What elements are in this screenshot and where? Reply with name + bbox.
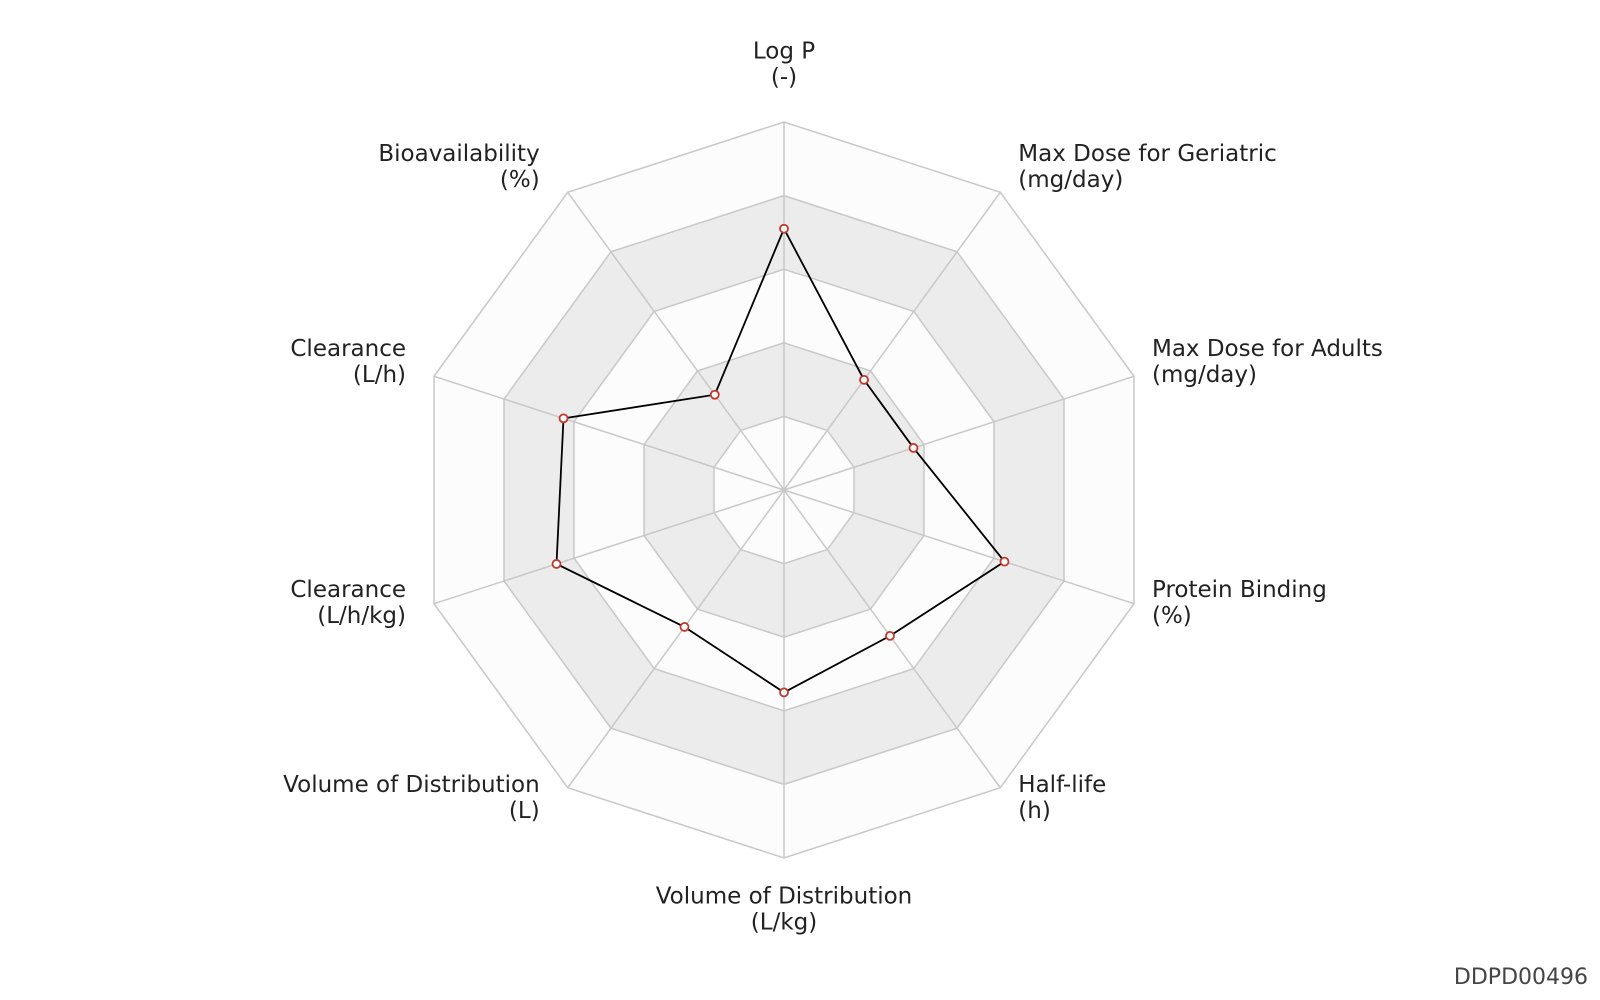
axis-label: Protein Binding [1152, 577, 1327, 603]
footer: DDPD00496 [1454, 965, 1588, 990]
data-point [558, 413, 569, 424]
axis-label: Bioavailability [378, 141, 539, 167]
data-point [908, 443, 919, 453]
data-point [679, 622, 690, 632]
spoke [567, 191, 785, 491]
axis-unit: (%) [500, 167, 540, 193]
axis-label: Half-life [1018, 772, 1106, 798]
axis-label: Volume of Distribution [656, 884, 913, 910]
axis-label: Volume of Distribution [283, 772, 540, 798]
data-point [779, 223, 789, 234]
labels: Log P(-)Max Dose for Geriatric(mg/day)Ma… [283, 39, 1383, 936]
spoke [567, 489, 785, 789]
data-point [885, 630, 895, 641]
spoke [783, 191, 1001, 491]
axis-label: Clearance [290, 577, 406, 603]
axis-unit: (L/h/kg) [317, 603, 406, 629]
spoke [433, 489, 785, 605]
axis-unit: (-) [771, 65, 797, 91]
axis-unit: (h) [1018, 798, 1051, 824]
axis-unit: (mg/day) [1152, 362, 1257, 388]
axis-label: Log P [753, 39, 815, 65]
data-point [551, 559, 562, 569]
grid [433, 121, 1135, 859]
data-point [859, 374, 869, 385]
axis-unit: (%) [1152, 603, 1192, 629]
axis-label: Max Dose for Adults [1152, 336, 1383, 362]
axis-unit: (L) [509, 798, 540, 824]
marks [551, 223, 1010, 698]
axis-label: Max Dose for Geriatric [1018, 141, 1276, 167]
axis-unit: (L/h) [353, 362, 406, 388]
spoke [783, 489, 1135, 605]
axis-label: Clearance [290, 336, 406, 362]
spoke [433, 375, 785, 491]
axis-unit: (L/kg) [751, 910, 817, 936]
axis-unit: (mg/day) [1018, 167, 1123, 193]
data-point [779, 687, 789, 698]
spoke [783, 375, 1135, 491]
data-point [999, 556, 1010, 567]
data-point [709, 389, 720, 400]
